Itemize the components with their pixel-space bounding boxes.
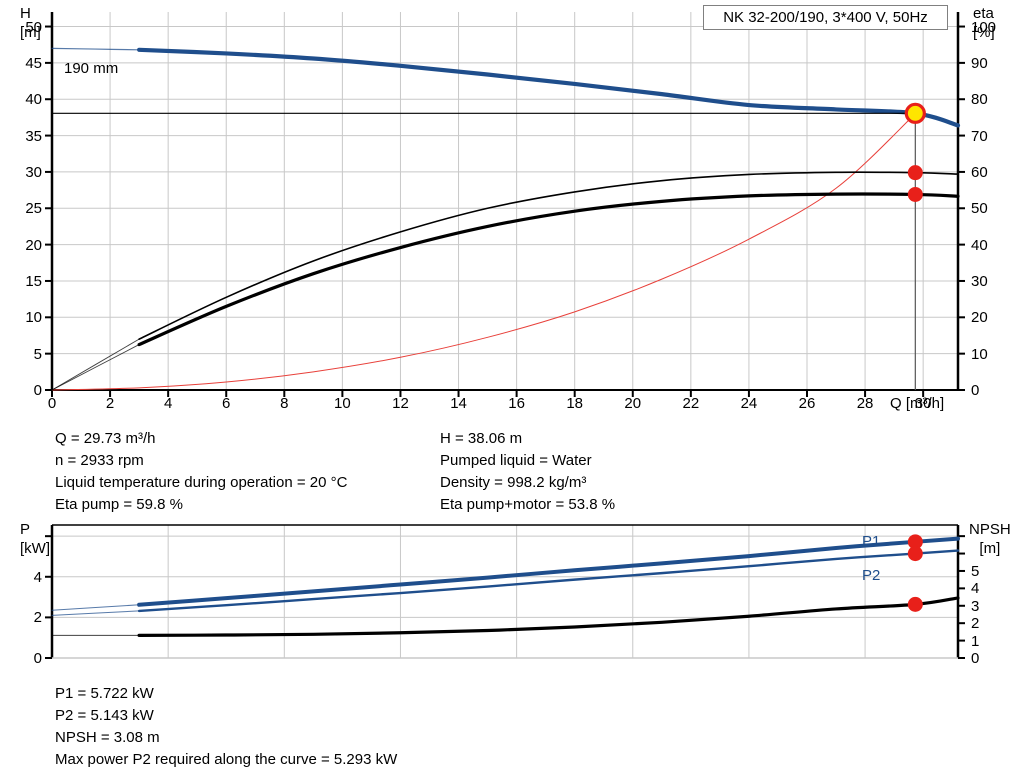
upper-y-tick-label: 5 (33, 345, 42, 363)
upper-y-tick-label: 0 (33, 382, 42, 399)
upper-y2-tick-label: 40 (971, 236, 988, 254)
head-efficiency-chart (45, 12, 965, 397)
upper-chart-curves (51, 47, 961, 391)
upper-y-tick-label: 50 (25, 18, 42, 36)
power-info-line: NPSH = 3.08 m (55, 729, 160, 746)
upper-y-tick-label: 40 (25, 91, 42, 109)
upper-y2-tick-label: 80 (971, 91, 988, 109)
lower-y2-axis-title-line1: NPSH (969, 521, 1011, 538)
upper-y2-tick-label: 0 (971, 382, 980, 399)
upper-x-tick-label: 14 (450, 395, 467, 412)
upper-y-tick-label: 45 (25, 54, 42, 72)
lower-y-axis-title-line2: [kW] (20, 539, 50, 557)
upper-y2-tick-label: 70 (971, 127, 988, 145)
duty-info-line: n = 2933 rpm (55, 452, 144, 469)
lower-y2-tick-label: 4 (971, 580, 980, 598)
p1-curve-label: P1 (862, 533, 881, 550)
pump-model-title: NK 32-200/190, 3*400 V, 50Hz (703, 5, 948, 30)
upper-y2-axis-title-line1: eta (973, 5, 994, 22)
upper-y2-tick-label: 30 (971, 272, 988, 290)
upper-y-tick-label: 20 (25, 236, 42, 254)
upper-x-tick-label: 30 (914, 395, 932, 412)
lower-y2-tick-label: 2 (971, 615, 980, 633)
lower-y2-axis-title-line2: [m] (979, 539, 1001, 557)
lower-y-axis-title: P [kW] (20, 521, 50, 559)
upper-y2-tick-label: 10 (971, 345, 988, 363)
upper-y-axis-title-line1: H (20, 5, 31, 22)
upper-y-axis-title-line2: [m] (20, 23, 41, 41)
upper-y-tick-label: 35 (25, 127, 42, 145)
impeller-diameter-label: 190 mm (64, 60, 119, 77)
duty-info-line: H = 38.06 m (440, 430, 523, 447)
upper-chart-duty-markers[interactable] (52, 102, 926, 390)
lower-y-axis-title-line1: P (20, 521, 31, 538)
upper-x-tick-label: 18 (566, 395, 584, 412)
duty-info-right-column: H = 38.06 m Pumped liquid = Water Density … (440, 428, 615, 516)
upper-x-tick-label: 28 (856, 395, 874, 412)
upper-y2-tick-label: 60 (971, 163, 988, 181)
power-info-line: P2 = 5.143 kW (55, 707, 154, 724)
lower-chart-duty-markers[interactable] (907, 534, 923, 612)
lower-chart-curves (51, 536, 960, 637)
upper-x-tick-label: 10 (334, 395, 351, 412)
duty-info-line: Pumped liquid = Water (440, 452, 592, 469)
upper-y2-tick-label: 50 (971, 200, 988, 218)
lower-y-tick-label: 2 (33, 609, 42, 627)
upper-x-tick-label: 26 (798, 395, 816, 412)
power-info-line: P1 = 5.722 kW (55, 685, 154, 702)
duty-info-line: Eta pump+motor = 53.8 % (440, 496, 616, 513)
upper-y-tick-label: 10 (25, 309, 42, 327)
upper-y-tick-label: 25 (25, 200, 42, 218)
duty-info-left-column: Q = 29.73 m³/h n = 2933 rpm Liquid tempera… (55, 428, 347, 516)
upper-x-axis-title: Q [m³/h] (890, 395, 945, 412)
duty-info-line: Liquid temperature during operation = 20… (55, 474, 348, 491)
lower-y2-axis-title: NPSH [m] (969, 521, 1011, 559)
lower-y2-tick-label: 1 (971, 632, 980, 650)
upper-x-tick-label: 24 (740, 395, 758, 412)
power-info-line: Max power P2 required along the curve = … (55, 751, 398, 768)
upper-x-tick-label: 0 (47, 395, 57, 412)
upper-x-tick-label: 4 (163, 395, 173, 412)
lower-chart-ticks (45, 535, 965, 659)
duty-info-line: Q = 29.73 m³/h (55, 430, 156, 447)
lower-y2-tick-label: 5 (971, 562, 980, 580)
lower-y-tick-label: 4 (33, 568, 42, 586)
upper-x-tick-label: 16 (508, 395, 525, 412)
duty-info-line: Density = 998.2 kg/m³ (440, 474, 587, 491)
lower-y2-tick-label: 0 (971, 650, 980, 667)
upper-y-tick-label: 30 (25, 163, 42, 181)
duty-info-line: Eta pump = 59.8 % (55, 496, 183, 513)
upper-x-tick-label: 8 (280, 395, 289, 412)
upper-y2-tick-label: 20 (971, 309, 988, 327)
upper-x-tick-label: 20 (624, 395, 642, 412)
upper-x-tick-label: 12 (392, 395, 409, 412)
upper-x-tick-label: 2 (105, 395, 115, 412)
lower-chart-frame (50, 524, 960, 659)
upper-x-tick-label: 22 (682, 395, 700, 412)
lower-chart-gridlines (51, 525, 958, 659)
upper-y2-axis-title-line2: [%] (973, 23, 995, 41)
upper-x-tick-label: 6 (222, 395, 231, 412)
upper-chart-ticks (45, 25, 965, 397)
upper-y2-axis-title: eta [%] (973, 5, 995, 43)
p2-curve-label: P2 (862, 567, 881, 584)
upper-y2-tick-label: 100 (971, 18, 997, 36)
upper-y-tick-label: 15 (25, 272, 42, 290)
lower-y2-tick-label: 3 (971, 597, 980, 615)
power-info-block: P1 = 5.722 kW P2 = 5.143 kW NPSH = 3.08 m M… (55, 683, 397, 771)
upper-y-axis-title: H [m] (20, 5, 41, 43)
upper-y2-tick-label: 90 (971, 54, 988, 72)
lower-y-tick-label: 0 (33, 650, 42, 667)
